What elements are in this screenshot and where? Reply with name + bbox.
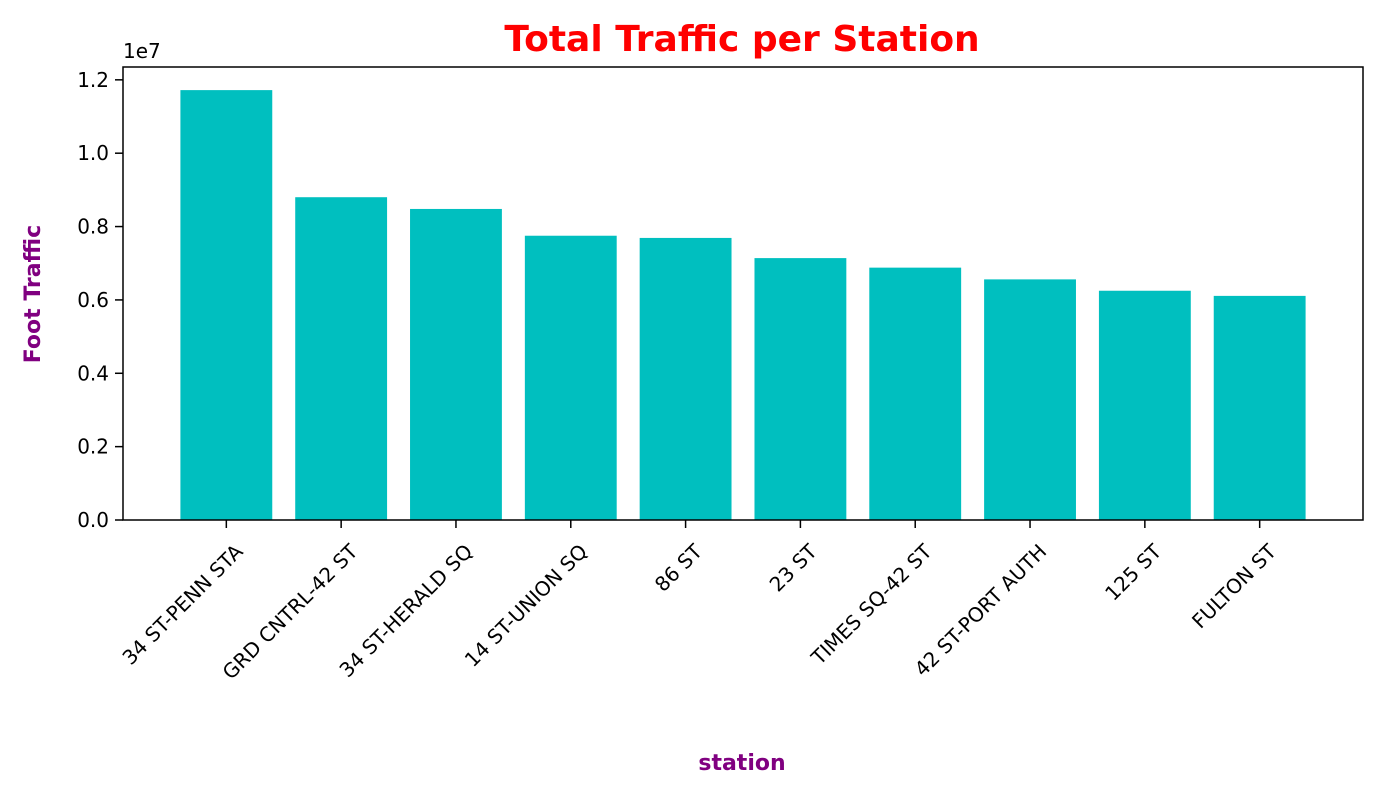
bar-3 — [524, 235, 617, 520]
bar-0 — [180, 90, 273, 520]
bar-1 — [295, 197, 388, 520]
bar-4 — [639, 237, 732, 520]
y-tick-label: 0.8 — [77, 215, 109, 239]
bar-2 — [410, 208, 502, 521]
x-tick-label: 86 ST — [650, 539, 708, 597]
bars-group — [180, 90, 1306, 521]
x-tick-label: 34 ST-PENN STA — [117, 539, 247, 669]
x-tick-label: 125 ST — [1100, 539, 1167, 606]
x-axis-label: station — [698, 751, 785, 776]
y-tick-label: 1.2 — [77, 68, 109, 92]
y-axis-label: Foot Traffic — [21, 225, 46, 363]
x-tick-label: 23 ST — [765, 539, 823, 597]
plot-frame — [122, 66, 1364, 521]
x-tick-label: 14 ST-UNION SQ — [460, 539, 592, 671]
y-tick-label: 0.6 — [77, 288, 109, 312]
bar-7 — [984, 279, 1076, 520]
y-axis-offset-label: 1e7 — [123, 39, 161, 63]
chart-title: Total Traffic per Station — [504, 19, 979, 60]
y-tick-label: 0.4 — [77, 361, 109, 385]
y-tick-label: 0.0 — [77, 508, 109, 532]
bar-9 — [1213, 295, 1306, 520]
y-tick-label: 0.2 — [77, 435, 109, 459]
y-ticks-group: 0.0 0.2 0.4 0.6 0.8 1.0 1.2 — [77, 68, 123, 532]
x-tick-label: TIMES SQ-42 ST — [806, 539, 937, 670]
bar-6 — [869, 267, 962, 520]
bar-8 — [1098, 290, 1191, 520]
y-tick-label: 1.0 — [77, 141, 109, 165]
bar-5 — [754, 258, 847, 520]
x-tick-label: FULTON ST — [1187, 539, 1281, 633]
